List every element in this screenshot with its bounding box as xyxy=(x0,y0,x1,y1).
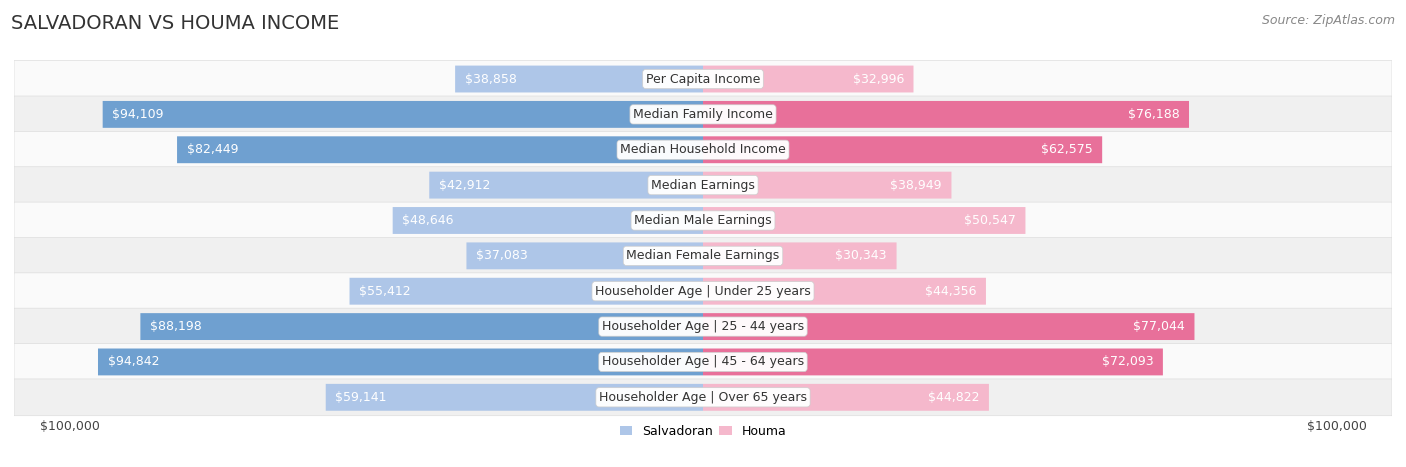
FancyBboxPatch shape xyxy=(14,344,1392,380)
FancyBboxPatch shape xyxy=(14,237,1392,274)
Text: Source: ZipAtlas.com: Source: ZipAtlas.com xyxy=(1261,14,1395,27)
Text: $37,083: $37,083 xyxy=(477,249,527,262)
Text: $94,842: $94,842 xyxy=(108,355,159,368)
FancyBboxPatch shape xyxy=(14,96,1392,133)
FancyBboxPatch shape xyxy=(98,348,703,375)
FancyBboxPatch shape xyxy=(429,172,703,198)
FancyBboxPatch shape xyxy=(703,313,1195,340)
Text: $62,575: $62,575 xyxy=(1040,143,1092,156)
Text: Per Capita Income: Per Capita Income xyxy=(645,72,761,85)
Text: $55,412: $55,412 xyxy=(359,285,411,298)
FancyBboxPatch shape xyxy=(14,61,1392,98)
FancyBboxPatch shape xyxy=(703,278,986,304)
FancyBboxPatch shape xyxy=(467,242,703,269)
FancyBboxPatch shape xyxy=(14,202,1392,239)
Text: Householder Age | Under 25 years: Householder Age | Under 25 years xyxy=(595,285,811,298)
Text: $50,547: $50,547 xyxy=(965,214,1017,227)
Text: Householder Age | 25 - 44 years: Householder Age | 25 - 44 years xyxy=(602,320,804,333)
Text: Median Earnings: Median Earnings xyxy=(651,178,755,191)
FancyBboxPatch shape xyxy=(14,131,1392,168)
Text: Householder Age | 45 - 64 years: Householder Age | 45 - 64 years xyxy=(602,355,804,368)
FancyBboxPatch shape xyxy=(14,308,1392,345)
Text: $32,996: $32,996 xyxy=(852,72,904,85)
FancyBboxPatch shape xyxy=(703,242,897,269)
Text: Median Family Income: Median Family Income xyxy=(633,108,773,121)
Text: Median Female Earnings: Median Female Earnings xyxy=(627,249,779,262)
Text: $88,198: $88,198 xyxy=(150,320,201,333)
FancyBboxPatch shape xyxy=(14,273,1392,310)
Text: $100,000: $100,000 xyxy=(1306,420,1367,433)
Text: Median Male Earnings: Median Male Earnings xyxy=(634,214,772,227)
Text: Householder Age | Over 65 years: Householder Age | Over 65 years xyxy=(599,391,807,404)
Text: SALVADORAN VS HOUMA INCOME: SALVADORAN VS HOUMA INCOME xyxy=(11,14,339,33)
FancyBboxPatch shape xyxy=(703,172,952,198)
FancyBboxPatch shape xyxy=(703,384,988,411)
Legend: Salvadoran, Houma: Salvadoran, Houma xyxy=(614,420,792,443)
FancyBboxPatch shape xyxy=(703,65,914,92)
FancyBboxPatch shape xyxy=(177,136,703,163)
Text: $59,141: $59,141 xyxy=(335,391,387,404)
FancyBboxPatch shape xyxy=(141,313,703,340)
Text: $38,858: $38,858 xyxy=(465,72,516,85)
FancyBboxPatch shape xyxy=(103,101,703,128)
FancyBboxPatch shape xyxy=(456,65,703,92)
Text: $38,949: $38,949 xyxy=(890,178,942,191)
Text: $77,044: $77,044 xyxy=(1133,320,1185,333)
FancyBboxPatch shape xyxy=(392,207,703,234)
Text: $44,822: $44,822 xyxy=(928,391,980,404)
Text: $48,646: $48,646 xyxy=(402,214,454,227)
FancyBboxPatch shape xyxy=(350,278,703,304)
FancyBboxPatch shape xyxy=(326,384,703,411)
FancyBboxPatch shape xyxy=(703,101,1189,128)
Text: $42,912: $42,912 xyxy=(439,178,491,191)
Text: $76,188: $76,188 xyxy=(1128,108,1180,121)
FancyBboxPatch shape xyxy=(703,207,1025,234)
Text: $72,093: $72,093 xyxy=(1102,355,1153,368)
FancyBboxPatch shape xyxy=(703,348,1163,375)
Text: $30,343: $30,343 xyxy=(835,249,887,262)
Text: $82,449: $82,449 xyxy=(187,143,238,156)
Text: $94,109: $94,109 xyxy=(112,108,163,121)
Text: Median Household Income: Median Household Income xyxy=(620,143,786,156)
Text: $44,356: $44,356 xyxy=(925,285,976,298)
FancyBboxPatch shape xyxy=(14,167,1392,204)
FancyBboxPatch shape xyxy=(14,379,1392,416)
Text: $100,000: $100,000 xyxy=(39,420,100,433)
FancyBboxPatch shape xyxy=(703,136,1102,163)
